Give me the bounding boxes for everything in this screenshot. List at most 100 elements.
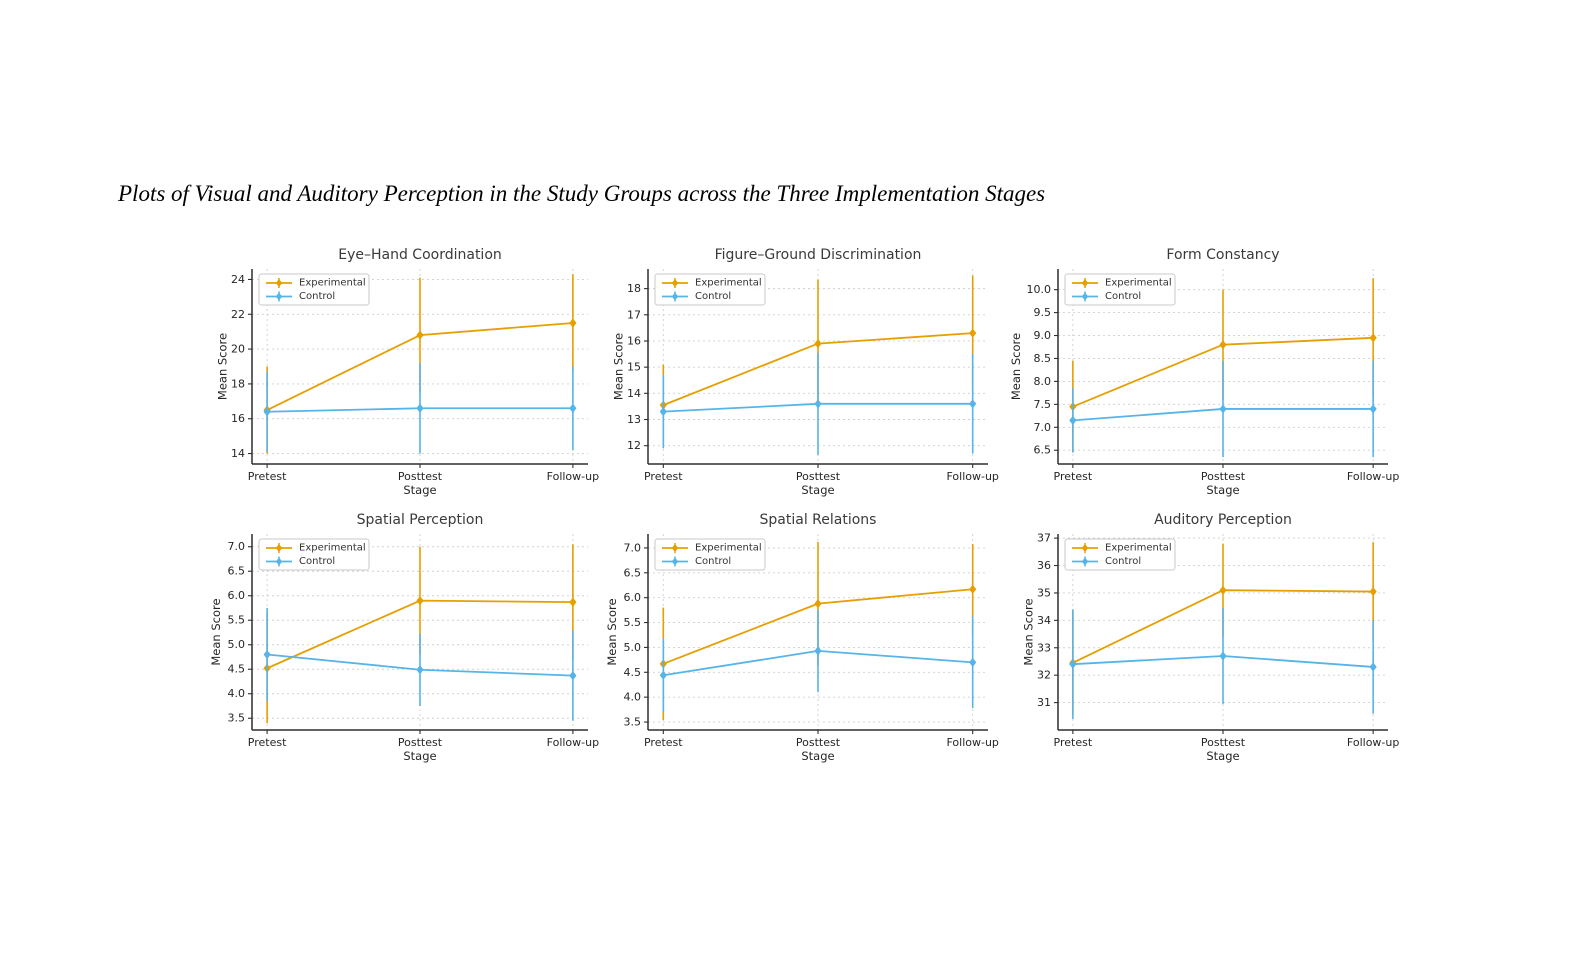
y-tick-label: 20 (231, 343, 245, 356)
data-point-marker (263, 649, 271, 660)
x-axis-label: Stage (801, 483, 834, 497)
legend-marker-icon (275, 544, 283, 552)
y-tick-label: 14 (231, 447, 245, 460)
legend-label: Experimental (299, 278, 366, 289)
data-point-marker (569, 318, 577, 328)
y-tick-label: 12 (627, 439, 641, 452)
y-tick-label: 6.5 (1034, 444, 1052, 457)
y-axis-label: Mean Score (215, 333, 229, 400)
legend-marker-icon (671, 557, 679, 566)
series-control (1069, 608, 1377, 720)
y-axis-label: Mean Score (209, 598, 223, 665)
chart-title: Auditory Perception (1154, 512, 1292, 528)
y-tick-label: 32 (1037, 669, 1051, 682)
y-tick-label: 4.5 (624, 666, 642, 679)
legend-marker-icon (1081, 557, 1089, 566)
data-point-marker (1069, 659, 1077, 669)
legend-label: Experimental (1105, 278, 1172, 289)
y-tick-label: 35 (1037, 586, 1051, 599)
legend-marker-icon (275, 279, 283, 287)
legend: Experimental Control (654, 273, 766, 306)
y-tick-label: 36 (1037, 559, 1051, 572)
y-tick-label: 8.0 (1034, 375, 1052, 388)
x-tick-label: Posttest (796, 736, 841, 749)
y-tick-label: 3.5 (624, 716, 642, 729)
data-point-marker (1069, 415, 1077, 426)
x-tick-label: Posttest (1201, 470, 1246, 483)
y-tick-label: 18 (231, 377, 245, 390)
chart-title: Form Constancy (1166, 247, 1279, 263)
x-tick-label: Pretest (248, 736, 287, 749)
y-tick-label: 18 (627, 282, 641, 295)
subplot-auditory-perception: 31 32 33 34 35 36 37 Pretest Posttest Follow-up St… (1021, 512, 1399, 763)
x-tick-label: Follow-up (547, 736, 599, 749)
x-tick-label: Posttest (398, 470, 443, 483)
x-axis-label: Stage (801, 749, 834, 763)
y-tick-label: 7.0 (624, 541, 642, 554)
y-tick-label: 15 (627, 361, 641, 374)
y-axis-label: Mean Score (1021, 598, 1035, 665)
chart-title: Eye–Hand Coordination (338, 247, 502, 263)
y-tick-label: 5.0 (228, 638, 246, 651)
y-tick-label: 4.5 (228, 663, 246, 676)
x-tick-label: Pretest (1054, 736, 1093, 749)
y-tick-label: 16 (627, 334, 641, 347)
legend-label: Control (299, 556, 335, 567)
y-tick-label: 6.0 (228, 589, 246, 602)
x-axis-label: Stage (403, 749, 436, 763)
x-tick-label: Posttest (1201, 736, 1246, 749)
y-tick-label: 16 (231, 412, 245, 425)
subplot-spatial-relations: 3.5 4.0 4.5 5.0 5.5 6.0 6.5 7.0 Pretest Posttest F… (605, 512, 999, 763)
data-point-marker (1369, 586, 1377, 597)
y-tick-label: 34 (1037, 614, 1051, 627)
subplot-spatial-perception: 3.5 4.0 4.5 5.0 5.5 6.0 6.5 7.0 Pretest Posttest F… (209, 512, 599, 763)
series-control (1069, 360, 1377, 458)
y-tick-label: 31 (1037, 696, 1051, 709)
data-point-marker (1219, 651, 1227, 661)
legend: Experimental Control (654, 538, 766, 571)
y-tick-label: 5.0 (624, 641, 642, 654)
y-tick-label: 9.5 (1034, 306, 1052, 319)
legend-marker-icon (671, 292, 679, 301)
y-tick-label: 10.0 (1027, 283, 1052, 296)
y-tick-label: 3.5 (228, 712, 246, 725)
data-point-marker (1219, 585, 1227, 595)
data-point-marker (969, 399, 977, 409)
data-point-marker (659, 407, 667, 417)
x-axis-label: Stage (1206, 483, 1239, 497)
legend-marker-icon (1081, 292, 1089, 301)
y-tick-label: 6.0 (624, 591, 642, 604)
legend-label: Control (1105, 291, 1141, 302)
data-point-marker (416, 330, 424, 340)
chart-title: Figure–Ground Discrimination (715, 247, 922, 263)
x-tick-label: Pretest (644, 470, 683, 483)
legend-label: Control (695, 291, 731, 302)
legend-marker-icon (275, 292, 283, 301)
legend: Experimental Control (258, 538, 370, 571)
legend-label: Experimental (695, 278, 762, 289)
series-control (659, 352, 977, 455)
y-axis-label: Mean Score (1009, 333, 1023, 400)
legend-label: Experimental (1105, 543, 1172, 554)
data-point-marker (569, 403, 577, 413)
legend-label: Control (299, 291, 335, 302)
data-point-marker (814, 399, 822, 409)
series-control (659, 609, 977, 713)
legend-label: Experimental (695, 543, 762, 554)
legend-label: Control (1105, 556, 1141, 567)
y-tick-label: 5.5 (624, 616, 642, 629)
x-tick-label: Follow-up (946, 736, 998, 749)
subplot-figure-ground-discrimination: 12 13 14 15 16 17 18 Pretest Posttest Follow-up St… (611, 247, 999, 497)
legend-marker-icon (1081, 544, 1089, 552)
gridlines (252, 534, 588, 730)
y-tick-label: 6.5 (228, 565, 246, 578)
y-tick-label: 6.5 (624, 566, 642, 579)
subplot-eye-hand-coordination: 14 16 18 20 22 24 Pretest Posttest Follow-up Stag… (215, 247, 599, 497)
legend: Experimental Control (1064, 538, 1176, 571)
data-point-marker (814, 338, 822, 349)
subplot-form-constancy: 6.5 7.0 7.5 8.0 8.5 9.0 9.5 10.0 Pretest Posttest… (1009, 247, 1400, 497)
y-axis-label: Mean Score (611, 333, 625, 400)
legend: Experimental Control (258, 273, 370, 306)
